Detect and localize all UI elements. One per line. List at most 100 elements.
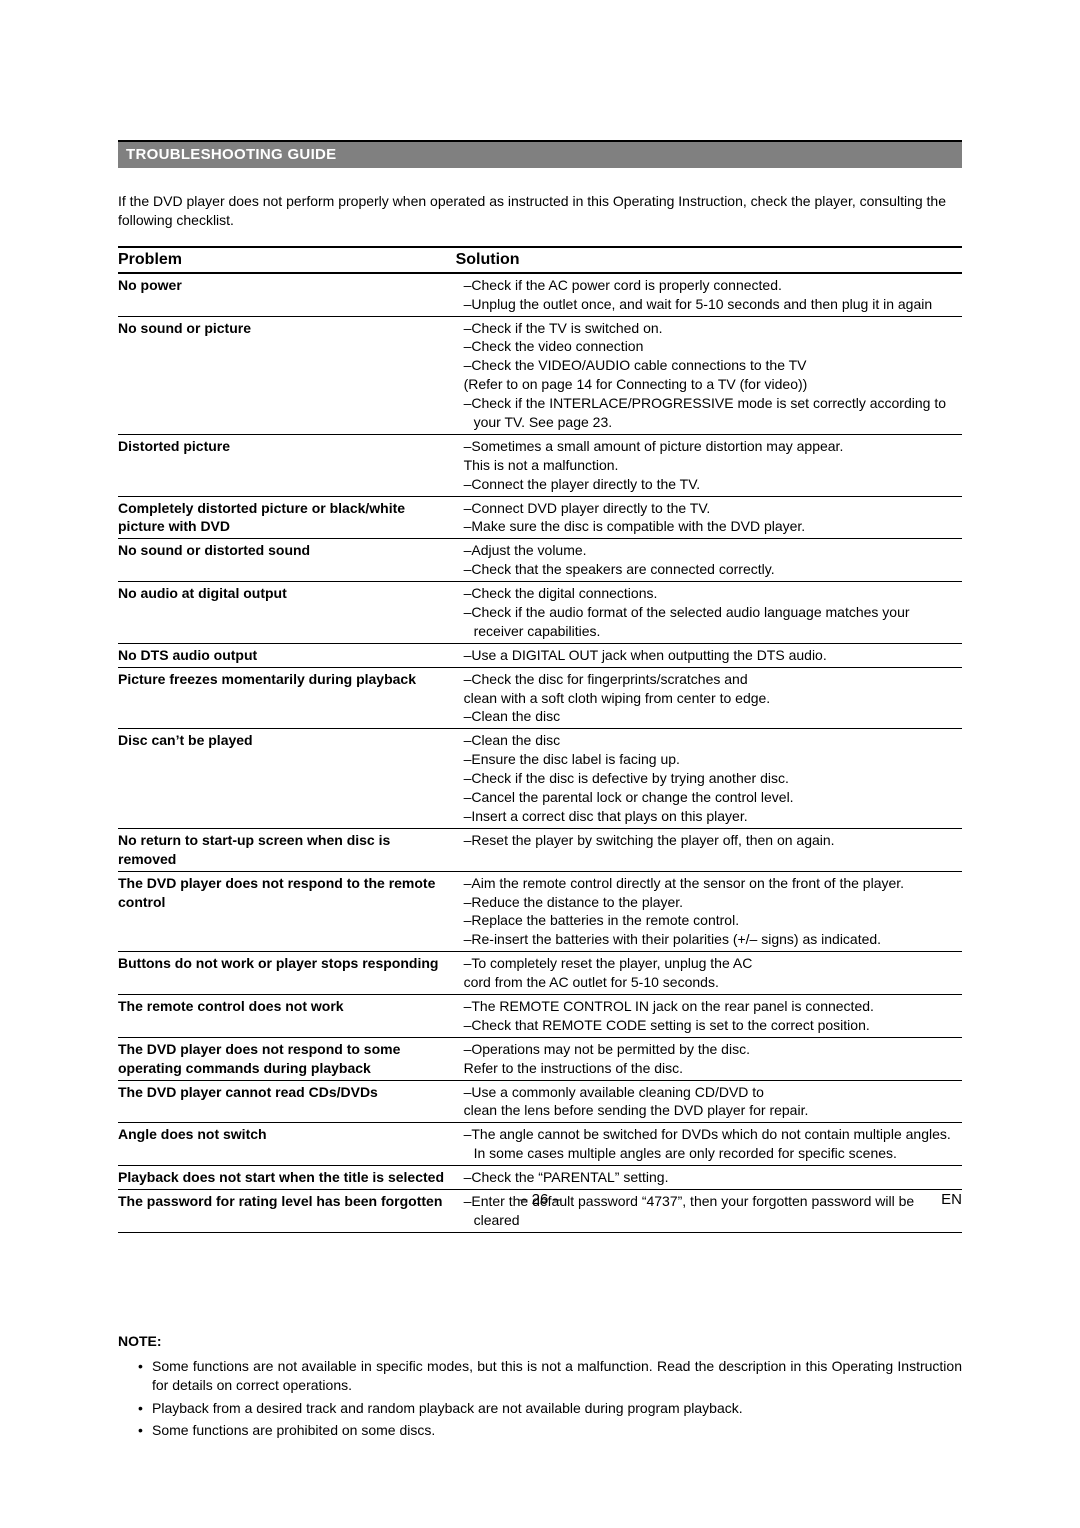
solution-line: –Check the digital connections. (456, 584, 956, 603)
problem-cell: The DVD player does not respond to the r… (118, 871, 456, 952)
table-row: No sound or picture–Check if the TV is s… (118, 316, 962, 434)
solution-line: –Reduce the distance to the player. (456, 893, 956, 912)
problem-cell: The remote control does not work (118, 994, 456, 1037)
solution-line: –Use a DIGITAL OUT jack when outputting … (456, 646, 956, 665)
solution-line: –Check if the audio format of the select… (456, 603, 956, 641)
problem-cell: Disc can’t be played (118, 729, 456, 828)
solution-line: –Connect DVD player directly to the TV. (456, 499, 956, 518)
solution-cell: –Check the “PARENTAL” setting. (456, 1166, 962, 1190)
solution-line: –To completely reset the player, unplug … (456, 954, 956, 973)
table-row: Playback does not start when the title i… (118, 1166, 962, 1190)
solution-cell: –Check the disc for fingerprints/scratch… (456, 667, 962, 729)
solution-cell: –The REMOTE CONTROL IN jack on the rear … (456, 994, 962, 1037)
table-row: The DVD player does not respond to the r… (118, 871, 962, 952)
solution-line: –Check if the disc is defective by tryin… (456, 769, 956, 788)
solution-cell: –Use a DIGITAL OUT jack when outputting … (456, 643, 962, 667)
solution-cell: –Operations may not be permitted by the … (456, 1037, 962, 1080)
solution-line: –The REMOTE CONTROL IN jack on the rear … (456, 997, 956, 1016)
solution-line: –Reset the player by switching the playe… (456, 831, 956, 850)
problem-cell: No sound or distorted sound (118, 539, 456, 582)
solution-line: –Clean the disc (456, 707, 956, 726)
table-row: No audio at digital output–Check the dig… (118, 582, 962, 644)
table-row: No power–Check if the AC power cord is p… (118, 273, 962, 316)
solution-cell: –Check if the AC power cord is properly … (456, 273, 962, 316)
page-lang: EN (941, 1191, 962, 1208)
solution-cell: –Connect DVD player directly to the TV.–… (456, 496, 962, 539)
solution-line: –Operations may not be permitted by the … (456, 1040, 956, 1059)
solution-line: –Check if the AC power cord is properly … (456, 276, 956, 295)
table-row: Picture freezes momentarily during playb… (118, 667, 962, 729)
notes-list: Some functions are not available in spec… (118, 1357, 962, 1441)
note-item: Some functions are not available in spec… (138, 1357, 962, 1395)
problem-cell: Completely distorted picture or black/wh… (118, 496, 456, 539)
solution-line: –Check if the INTERLACE/PROGRESSIVE mode… (456, 394, 956, 432)
problem-cell: Buttons do not work or player stops resp… (118, 952, 456, 995)
solution-cell: –Adjust the volume.–Check that the speak… (456, 539, 962, 582)
solution-line: –Make sure the disc is compatible with t… (456, 517, 956, 536)
solution-line: –Check the VIDEO/AUDIO cable connections… (456, 356, 956, 375)
problem-cell: No audio at digital output (118, 582, 456, 644)
solution-line: Refer to the instructions of the disc. (456, 1059, 956, 1078)
intro-text: If the DVD player does not perform prope… (118, 192, 962, 230)
solution-line: –Check the “PARENTAL” setting. (456, 1168, 956, 1187)
solution-line: –Clean the disc (456, 731, 956, 750)
problem-cell: No DTS audio output (118, 643, 456, 667)
solution-cell: –To completely reset the player, unplug … (456, 952, 962, 995)
solution-line: clean the lens before sending the DVD pl… (456, 1101, 956, 1120)
solution-line: –Use a commonly available cleaning CD/DV… (456, 1083, 956, 1102)
problem-cell: The DVD player does not respond to some … (118, 1037, 456, 1080)
solution-line: clean with a soft cloth wiping from cent… (456, 689, 956, 708)
solution-line: –Check that the speakers are connected c… (456, 560, 956, 579)
solution-cell: –Check if the TV is switched on.–Check t… (456, 316, 962, 434)
solution-line: –The angle cannot be switched for DVDs w… (456, 1125, 956, 1163)
col-header-solution: Solution (456, 247, 962, 273)
solution-line: –Check that REMOTE CODE setting is set t… (456, 1016, 956, 1035)
solution-line: –Replace the batteries in the remote con… (456, 911, 956, 930)
table-row: Disc can’t be played–Clean the disc–Ensu… (118, 729, 962, 828)
solution-cell: –Use a commonly available cleaning CD/DV… (456, 1080, 962, 1123)
table-row: The remote control does not work–The REM… (118, 994, 962, 1037)
note-item: Some functions are prohibited on some di… (138, 1421, 962, 1440)
problem-cell: Playback does not start when the title i… (118, 1166, 456, 1190)
col-header-problem: Problem (118, 247, 456, 273)
table-row: Buttons do not work or player stops resp… (118, 952, 962, 995)
solution-line: This is not a malfunction. (456, 456, 956, 475)
table-row: No DTS audio output–Use a DIGITAL OUT ja… (118, 643, 962, 667)
table-row: Angle does not switch–The angle cannot b… (118, 1123, 962, 1166)
note-item: Playback from a desired track and random… (138, 1399, 962, 1418)
solution-line: –Check if the TV is switched on. (456, 319, 956, 338)
solution-cell: –Reset the player by switching the playe… (456, 828, 962, 871)
solution-line: –Adjust the volume. (456, 541, 956, 560)
table-row: Completely distorted picture or black/wh… (118, 496, 962, 539)
page-footer: – 26 – EN (0, 1191, 1080, 1208)
solution-line: –Sometimes a small amount of picture dis… (456, 437, 956, 456)
problem-cell: Picture freezes momentarily during playb… (118, 667, 456, 729)
problem-cell: Distorted picture (118, 434, 456, 496)
page: TROUBLESHOOTING GUIDE If the DVD player … (0, 0, 1080, 1528)
table-row: No sound or distorted sound–Adjust the v… (118, 539, 962, 582)
problem-cell: No sound or picture (118, 316, 456, 434)
solution-line: –Re-insert the batteries with their pola… (456, 930, 956, 949)
table-row: The DVD player cannot read CDs/DVDs–Use … (118, 1080, 962, 1123)
table-row: No return to start-up screen when disc i… (118, 828, 962, 871)
solution-line: –Check the disc for fingerprints/scratch… (456, 670, 956, 689)
problem-cell: Angle does not switch (118, 1123, 456, 1166)
solution-cell: –Clean the disc–Ensure the disc label is… (456, 729, 962, 828)
problem-cell: No power (118, 273, 456, 316)
solution-line: –Unplug the outlet once, and wait for 5-… (456, 295, 956, 314)
solution-cell: –Sometimes a small amount of picture dis… (456, 434, 962, 496)
solution-cell: –The angle cannot be switched for DVDs w… (456, 1123, 962, 1166)
solution-line: –Insert a correct disc that plays on thi… (456, 807, 956, 826)
note-heading: NOTE: (118, 1333, 962, 1349)
solution-line: –Check the video connection (456, 337, 956, 356)
solution-line: cord from the AC outlet for 5-10 seconds… (456, 973, 956, 992)
solution-line: (Refer to on page 14 for Connecting to a… (456, 375, 956, 394)
section-title: TROUBLESHOOTING GUIDE (126, 146, 336, 163)
section-header-bar: TROUBLESHOOTING GUIDE (118, 140, 962, 168)
table-row: Distorted picture–Sometimes a small amou… (118, 434, 962, 496)
solution-line: –Cancel the parental lock or change the … (456, 788, 956, 807)
solution-cell: –Check the digital connections.–Check if… (456, 582, 962, 644)
solution-line: –Connect the player directly to the TV. (456, 475, 956, 494)
page-number: – 26 – (519, 1191, 561, 1208)
problem-cell: No return to start-up screen when disc i… (118, 828, 456, 871)
